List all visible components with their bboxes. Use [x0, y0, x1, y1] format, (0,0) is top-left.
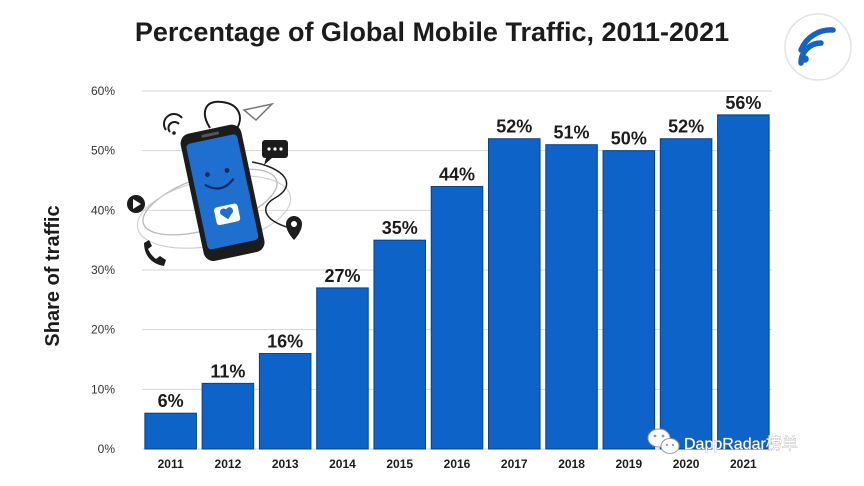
data-label-2015: 35%: [382, 218, 418, 238]
y-tick-label: 40%: [91, 203, 115, 217]
y-tick-label: 30%: [91, 263, 115, 277]
bar-2012: [201, 382, 255, 450]
y-tick-label: 20%: [91, 323, 115, 337]
y-tick-label: 10%: [91, 382, 115, 396]
data-label-2011: 6%: [158, 391, 184, 411]
bar-layer: [144, 114, 770, 450]
x-tick-label-2011: 2011: [158, 457, 184, 471]
watermark-text: DappRadar榜单: [684, 435, 798, 453]
x-tick-label-2012: 2012: [215, 457, 242, 471]
x-tick-layer: 2011 2012 2013 2014 2015 2016 2017 2018 2019 2020…: [158, 457, 757, 471]
y-tick-layer: 0% 10% 20% 30% 40% 50% 60%: [91, 84, 115, 456]
x-tick-label-2015: 2015: [386, 457, 413, 471]
bar-2013: [258, 353, 312, 450]
data-label-2019: 50%: [611, 129, 647, 149]
data-label-2018: 51%: [554, 123, 590, 143]
data-label-2020: 52%: [668, 117, 704, 137]
bar-2020: [659, 138, 713, 450]
y-tick-label: 0%: [98, 442, 116, 456]
x-tick-label-2018: 2018: [558, 457, 585, 471]
data-label-layer: 6% 11% 16% 27% 35% 44% 52% 51% 50% 52% 56%: [158, 93, 762, 411]
bar-2015: [373, 239, 427, 450]
bar-2017: [488, 138, 541, 450]
data-label-2012: 11%: [210, 361, 245, 381]
x-tick-label-2020: 2020: [673, 457, 700, 471]
data-label-2016: 44%: [439, 164, 475, 184]
y-axis-label: Share of traffic: [42, 205, 64, 346]
data-label-2014: 27%: [324, 266, 360, 286]
bar-2014: [316, 287, 369, 450]
data-label-2017: 52%: [496, 117, 532, 137]
y-tick-label: 50%: [91, 144, 115, 158]
bar-2018: [545, 144, 598, 450]
y-tick-label: 60%: [91, 84, 115, 98]
data-label-2013: 16%: [267, 332, 303, 352]
x-tick-label-2017: 2017: [501, 457, 528, 471]
bar-2016: [430, 185, 484, 450]
smartphone-illustration-icon: [127, 100, 302, 266]
x-tick-label-2013: 2013: [272, 457, 299, 471]
chart-title: Percentage of Global Mobile Traffic, 201…: [135, 17, 729, 47]
watermark: DappRadar榜单: [647, 428, 798, 454]
x-tick-label-2016: 2016: [444, 457, 471, 471]
bar-2011: [144, 412, 197, 450]
wifi-signal-icon: [784, 13, 852, 81]
bar-2019: [602, 150, 656, 450]
wechat-icon: [647, 428, 680, 454]
x-tick-label-2019: 2019: [615, 457, 642, 471]
bar-2021: [717, 114, 770, 450]
x-tick-label-2021: 2021: [730, 457, 757, 471]
x-tick-label-2014: 2014: [329, 457, 356, 471]
data-label-2021: 56%: [725, 93, 761, 113]
